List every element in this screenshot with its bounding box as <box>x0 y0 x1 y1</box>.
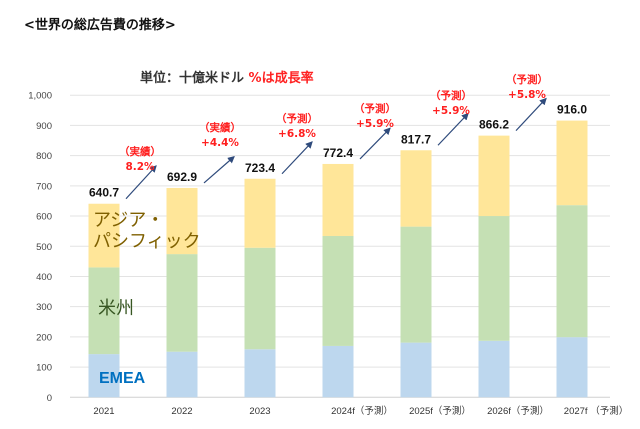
growth-rate: +5.9% <box>356 118 394 130</box>
y-tick-label: 800 <box>36 151 52 162</box>
total-label: 640.7 <box>89 186 119 200</box>
growth-arrow <box>203 155 235 184</box>
x-tick-label: 2025f（予測） <box>409 405 471 417</box>
growth-rate: 8.2% <box>125 161 155 173</box>
growth-tag: （予測） <box>506 73 548 86</box>
x-tick-label: 2024f（予測） <box>331 405 393 417</box>
chart-title: <世界の総広告費の推移> <box>24 18 176 33</box>
bar-segment-apac <box>166 187 198 255</box>
growth-arrow <box>515 97 547 132</box>
growth-tag: （予測） <box>276 112 318 125</box>
bar-segment-apac <box>400 150 432 227</box>
bar-segment-americas <box>400 226 432 343</box>
bar-segment-americas <box>556 205 588 338</box>
y-axis: 0 100 200 300 400 500 600 700 800 900 1,000 <box>28 91 52 404</box>
y-tick-label: 300 <box>36 302 52 313</box>
y-tick-label: 200 <box>36 332 52 343</box>
growth-arrow <box>125 165 157 200</box>
segment-label-apac: アジア・ <box>93 210 164 231</box>
x-tick-label: 2026f（予測） <box>487 405 549 417</box>
total-label: 772.4 <box>323 146 353 160</box>
growth-tag: （予測） <box>354 102 396 115</box>
y-tick-label: 600 <box>36 212 52 223</box>
total-label: 866.2 <box>479 118 509 132</box>
total-label: 692.9 <box>167 170 197 184</box>
y-tick-label: 700 <box>36 181 52 192</box>
y-tick-label: 500 <box>36 242 52 253</box>
bar-segment-americas <box>478 216 510 341</box>
growth-arrow <box>437 112 469 146</box>
x-tick-label: 2023 <box>249 406 270 417</box>
growth-arrow <box>359 127 391 160</box>
bar-segment-emea <box>166 351 198 398</box>
bar-segment-apac <box>88 203 120 268</box>
y-tick-label: 400 <box>36 272 52 283</box>
total-label: 817.7 <box>401 132 431 146</box>
bar-segment-americas <box>244 247 276 350</box>
y-tick-label: 900 <box>36 121 52 132</box>
growth-rate: +5.9% <box>432 105 470 117</box>
growth-tag: （実績） <box>119 145 161 158</box>
growth-arrow <box>281 141 313 175</box>
bar-segment-apac <box>244 178 276 248</box>
segment-label-americas: 米州 <box>98 298 134 319</box>
y-tick-label: 1,000 <box>28 91 52 102</box>
total-label: 723.4 <box>245 161 275 175</box>
unit-label: 単位：十億米ドル <box>140 71 245 86</box>
bar-segment-americas <box>88 267 120 355</box>
growth-rate: +6.8% <box>278 128 316 140</box>
bars <box>88 120 588 398</box>
chart-subtitle: 単位：十億米ドル %は成長率 <box>140 67 314 86</box>
segment-label-apac: パシフィック <box>93 231 201 252</box>
x-tick-label: 2021 <box>93 406 114 417</box>
x-tick-label: 2022 <box>171 406 192 417</box>
growth-tag: （予測） <box>430 89 472 102</box>
bar-segment-emea <box>478 340 510 398</box>
bar-segment-emea <box>556 337 588 398</box>
growth-tag: （実績） <box>199 121 241 134</box>
growth-note: %は成長率 <box>248 71 314 86</box>
growth-labels: （実績） 8.2% （実績） +4.4% （予測） +6.8% （予測） +5.9% （予測） +… <box>119 73 548 173</box>
bar-segment-americas <box>322 235 354 346</box>
growth-rate: +4.4% <box>201 137 239 149</box>
growth-arrows <box>125 97 547 200</box>
segment-label-emea: EMEA <box>99 370 146 387</box>
bar-segment-emea <box>322 345 354 398</box>
x-axis: 2021 2022 2023 2024f（予測） 2025f（予測） 2026f（予測） 2… <box>93 405 628 417</box>
y-tick-label: 100 <box>36 363 52 374</box>
x-tick-label: 2027f （予測） <box>564 405 628 417</box>
bar-segment-apac <box>322 163 354 236</box>
y-tick-label: 0 <box>47 393 52 404</box>
bar-segment-emea <box>244 349 276 398</box>
growth-rate: +5.8% <box>508 89 546 101</box>
bar-segment-apac <box>556 120 588 206</box>
total-labels: 640.7 692.9 723.4 772.4 817.7 866.2 916.0 <box>89 103 587 200</box>
bar-segment-americas <box>166 254 198 352</box>
bar-segment-apac <box>478 135 510 217</box>
bar-segment-emea <box>88 354 120 398</box>
total-label: 916.0 <box>557 103 587 117</box>
bar-segment-emea <box>400 342 432 398</box>
